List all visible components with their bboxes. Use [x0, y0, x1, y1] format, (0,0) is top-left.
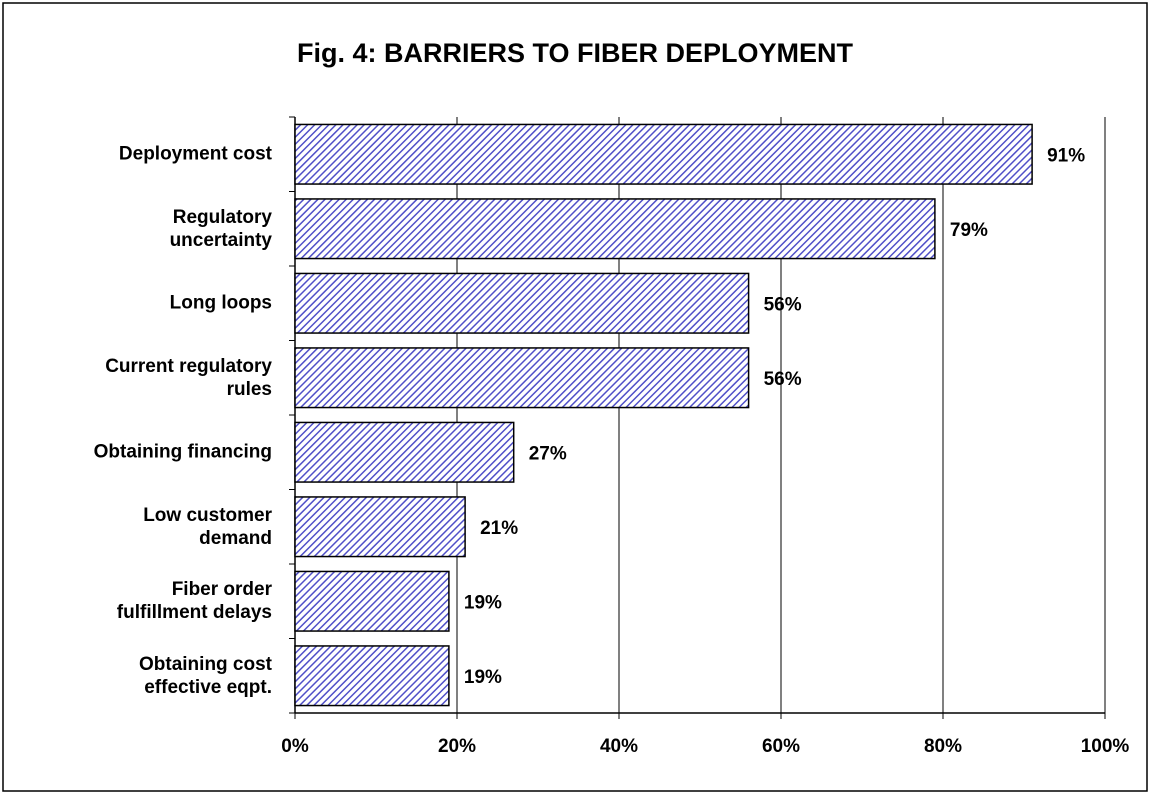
y-tick-label: Obtaining financing [93, 441, 272, 463]
bar [294, 347, 750, 409]
bar [294, 570, 450, 632]
y-tick-label: Obtaining cost effective eqpt. [139, 653, 272, 698]
x-tick-label: 80% [924, 736, 962, 757]
bar [294, 645, 450, 707]
y-tick-label: Fiber order fulfillment delays [116, 579, 272, 624]
bar [294, 198, 936, 260]
y-tick-label: Long loops [169, 292, 272, 314]
bar [294, 272, 750, 334]
y-tick-label: Current regulatory rules [105, 355, 272, 400]
y-tick-label: Deployment cost [118, 143, 272, 165]
value-label: 19% [464, 667, 502, 688]
bar [294, 123, 1033, 185]
value-label: 91% [1047, 145, 1085, 166]
y-tick-label: Low customer demand [143, 504, 272, 549]
bar [294, 496, 466, 558]
value-label: 56% [764, 294, 802, 315]
x-tick-label: 40% [600, 736, 638, 757]
value-label: 56% [764, 369, 802, 390]
chart-title: Fig. 4: BARRIERS TO FIBER DEPLOYMENT [297, 38, 854, 68]
value-label: 79% [950, 220, 988, 241]
x-tick-label: 100% [1081, 736, 1130, 757]
value-label: 27% [529, 443, 567, 464]
bar [294, 421, 515, 483]
y-tick-label: Regulatory uncertainty [169, 206, 272, 251]
value-label: 21% [480, 518, 518, 539]
x-tick-label: 60% [762, 736, 800, 757]
x-tick-label: 20% [438, 736, 476, 757]
value-label: 19% [464, 592, 502, 613]
x-tick-label: 0% [281, 736, 309, 757]
